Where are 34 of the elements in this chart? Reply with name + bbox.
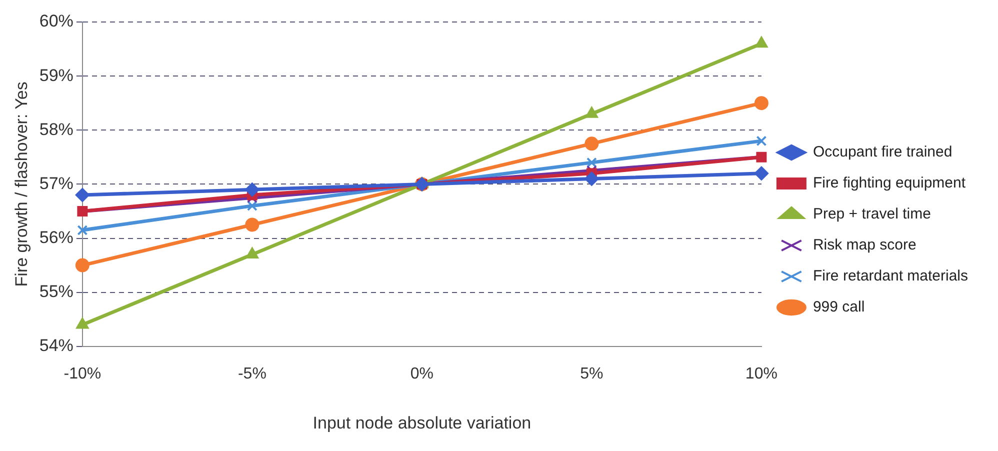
legend-label: Fire fighting equipment [812, 174, 966, 192]
y-tick-label: 60% [39, 12, 74, 31]
y-tick-label: 57% [39, 174, 74, 193]
point [754, 96, 768, 110]
legend-label: Prep + travel time [812, 206, 931, 223]
x-tick-label: -5% [238, 365, 266, 382]
y-tick-label: 58% [39, 120, 74, 139]
y-tick-label: 55% [39, 282, 74, 302]
point [246, 200, 258, 212]
legend-label: Fire retardant materials [812, 268, 968, 285]
point [584, 172, 599, 186]
legend-label: Occupant fire trained [812, 144, 952, 161]
legend-label: 999 call [812, 298, 865, 316]
x-axis-title: Input node absolute variation [312, 413, 532, 432]
y-tick-label: 59% [39, 66, 74, 85]
legend-label: Risk map score [812, 236, 916, 254]
x-tick-label: 10% [745, 365, 778, 382]
point [756, 136, 767, 146]
y-tick-label: 56% [39, 228, 74, 247]
x-tick-label: 5% [580, 365, 604, 382]
point [586, 157, 597, 168]
y-tick-label: 54% [39, 336, 74, 356]
point [77, 224, 88, 236]
point [76, 318, 89, 329]
point [245, 218, 260, 232]
point [75, 258, 90, 272]
x-tick-label: -10% [64, 365, 102, 382]
point [245, 182, 260, 197]
point [754, 166, 768, 180]
x-tick-label: 0% [410, 365, 434, 382]
point [75, 188, 90, 202]
y-axis-title: Fire growth / flashover: Yes [12, 82, 31, 287]
point [584, 136, 599, 151]
point [755, 36, 768, 48]
